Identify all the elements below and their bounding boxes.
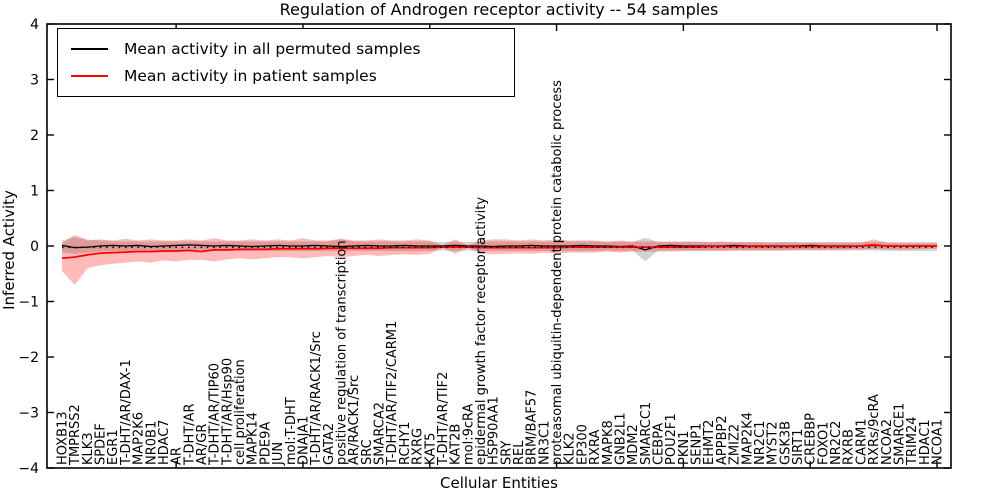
x-category-label: CREBBP <box>804 413 819 465</box>
x-category-label: mol:9cRA <box>461 403 476 465</box>
x-category-label: NR2C1 <box>753 421 768 465</box>
x-category-label: MAP2K6 <box>132 412 147 465</box>
x-category-label: HSP90AA1 <box>487 396 502 465</box>
chart-title: Regulation of Androgen receptor activity… <box>279 0 719 19</box>
x-category-label: REL <box>512 440 527 465</box>
x-category-label: T-DHT/AR/RACK1/Src <box>309 331 324 466</box>
x-category-label: RXRA <box>588 430 603 465</box>
x-category-label: NCOA2 <box>880 419 895 465</box>
x-category-label: NR2C2 <box>829 421 844 465</box>
x-category-label: SMARCC1 <box>639 402 654 465</box>
x-category-label: epidermal growth factor receptor activit… <box>474 197 489 465</box>
x-category-label: SPDEF <box>94 423 109 465</box>
x-category-label: SRC <box>360 439 375 465</box>
x-category-label: RXRG <box>411 428 426 465</box>
y-tick-label: 0 <box>30 239 39 255</box>
x-category-label: SMARCA2 <box>373 402 388 465</box>
x-category-label: cell proliferation <box>233 359 248 465</box>
x-category-label: FOXO1 <box>816 422 831 465</box>
x-category-label: SMARCE1 <box>892 403 907 465</box>
series-line <box>61 244 937 260</box>
y-tick-label: 2 <box>30 128 39 144</box>
y-tick-label: 3 <box>30 73 39 89</box>
x-category-label: positive regulation of transcription <box>334 240 349 465</box>
y-tick-label: −2 <box>18 350 39 366</box>
legend-box: Mean activity in all permuted samples Me… <box>57 28 515 97</box>
x-category-label: JUN <box>271 442 286 466</box>
legend-label-permuted: Mean activity in all permuted samples <box>124 40 421 58</box>
x-category-label: ZMIZ2 <box>728 424 743 465</box>
y-tick-label: 1 <box>30 184 39 200</box>
x-category-label: APPBP2 <box>715 415 730 465</box>
x-category-label: HOXB13 <box>56 411 71 465</box>
x-category-label: T-DHT/AR/TIF2/CARM1 <box>385 321 400 466</box>
x-category-label: HDAC7 <box>157 419 172 465</box>
x-category-label: MAPK14 <box>246 412 261 465</box>
x-category-label: HDAC1 <box>918 419 933 465</box>
x-category-label: T-DHT/AR <box>182 404 197 466</box>
x-category-label: RXRB <box>842 429 857 465</box>
x-category-label: NR3C1 <box>537 421 552 465</box>
legend-item-patient: Mean activity in patient samples <box>58 67 514 85</box>
x-category-label: RCHY1 <box>398 422 413 465</box>
x-category-label: MYST2 <box>766 421 781 465</box>
x-category-label: AR/GR <box>195 424 210 465</box>
x-category-label: RXRs/9cRA <box>867 394 882 465</box>
x-category-label: SIRT1 <box>791 429 806 465</box>
x-category-label: GATA2 <box>322 423 337 465</box>
x-category-label: AR/RACK1/Src <box>347 375 362 465</box>
x-category-label: T-DHT/AR/Hsp90 <box>220 358 235 466</box>
x-category-label: MDM2 <box>626 424 641 465</box>
x-category-label: EHMT2 <box>702 420 717 465</box>
y-tick-label: −4 <box>18 461 39 477</box>
x-category-label: SENP1 <box>690 423 705 465</box>
y-tick-label: −3 <box>18 406 39 422</box>
x-category-label: BRM/BAF57 <box>525 390 540 465</box>
x-category-label: KLK3 <box>81 432 96 465</box>
x-category-label: T-DHT/AR/TIP60 <box>208 363 223 466</box>
x-category-label: CEBPA <box>652 423 667 465</box>
x-category-label: PKN1 <box>677 431 692 465</box>
x-category-label: AR <box>170 447 185 465</box>
x-category-label: GSK3B <box>778 421 793 465</box>
x-category-label: T-DHT/AR/TIF2 <box>436 372 451 466</box>
x-category-label: MAP2K4 <box>740 412 755 465</box>
x-category-label: GNB2L1 <box>613 412 628 465</box>
permuted-line-swatch <box>71 48 108 50</box>
x-category-label: T-DHT/AR/DAX-1 <box>119 359 134 466</box>
y-tick-label: 4 <box>30 17 39 33</box>
y-axis-label: Inferred Activity <box>0 190 18 310</box>
x-category-label: KAT5 <box>423 433 438 465</box>
x-category-label: TRIM24 <box>905 416 920 466</box>
x-category-label: EGR1 <box>106 429 121 465</box>
x-category-label: CARM1 <box>854 419 869 466</box>
legend-item-permuted: Mean activity in all permuted samples <box>58 40 514 58</box>
x-category-label: KAT2B <box>449 424 464 465</box>
permuted-range-band <box>62 237 937 262</box>
x-category-label: TMPRSS2 <box>68 404 83 466</box>
x-category-label: NR0B1 <box>144 421 159 465</box>
x-category-label: DNAJA1 <box>296 416 311 465</box>
x-category-label: NCOA1 <box>931 419 946 465</box>
x-category-label: proteasomal ubiquitin-dependent protein … <box>550 80 565 465</box>
x-category-label: POU2F1 <box>664 413 679 465</box>
x-category-label: mol:T-DHT <box>284 397 299 465</box>
x-category-label: EP300 <box>575 424 590 465</box>
x-category-label: PDE9A <box>258 422 273 465</box>
x-category-label: SRY <box>499 441 514 465</box>
patient-line-swatch <box>71 75 108 77</box>
x-category-label: MAPK8 <box>601 420 616 465</box>
y-tick-label: −1 <box>18 295 39 311</box>
legend-label-patient: Mean activity in patient samples <box>124 67 377 85</box>
x-axis-label: Cellular Entities <box>440 474 558 492</box>
x-category-label: KLK2 <box>563 432 578 465</box>
